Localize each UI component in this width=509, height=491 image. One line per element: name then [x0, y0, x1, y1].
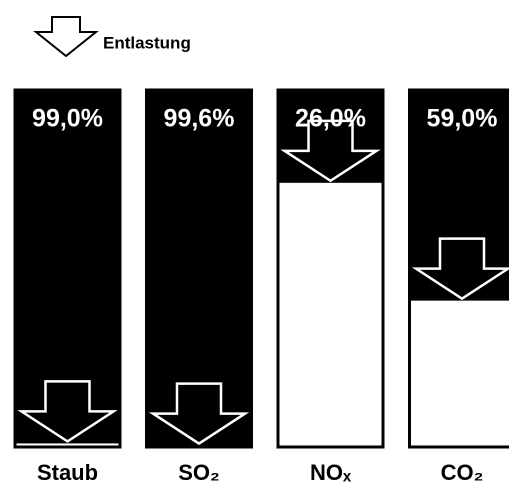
reduction-arrow: [411, 237, 509, 301]
bar: [15, 90, 120, 444]
bar: [409, 90, 509, 301]
value-label: 99,0%: [32, 105, 103, 133]
x-tick-label: Staub: [37, 460, 98, 485]
reduction-arrow: [17, 380, 118, 443]
reduction-arrow: [148, 382, 250, 446]
x-tick-label: NOₓ: [310, 460, 352, 485]
value-label: 59,0%: [427, 105, 498, 133]
x-tick-label: CO₂: [441, 460, 484, 485]
bar: [146, 90, 252, 446]
legend-arrow: [33, 16, 99, 58]
x-tick-label: SO₂: [178, 460, 220, 485]
reduction-arrow: [280, 119, 381, 183]
value-label: 26,0%: [295, 105, 366, 133]
bar: [278, 90, 383, 183]
value-label: 99,6%: [164, 105, 235, 133]
legend-label: Entlastung: [103, 33, 191, 52]
